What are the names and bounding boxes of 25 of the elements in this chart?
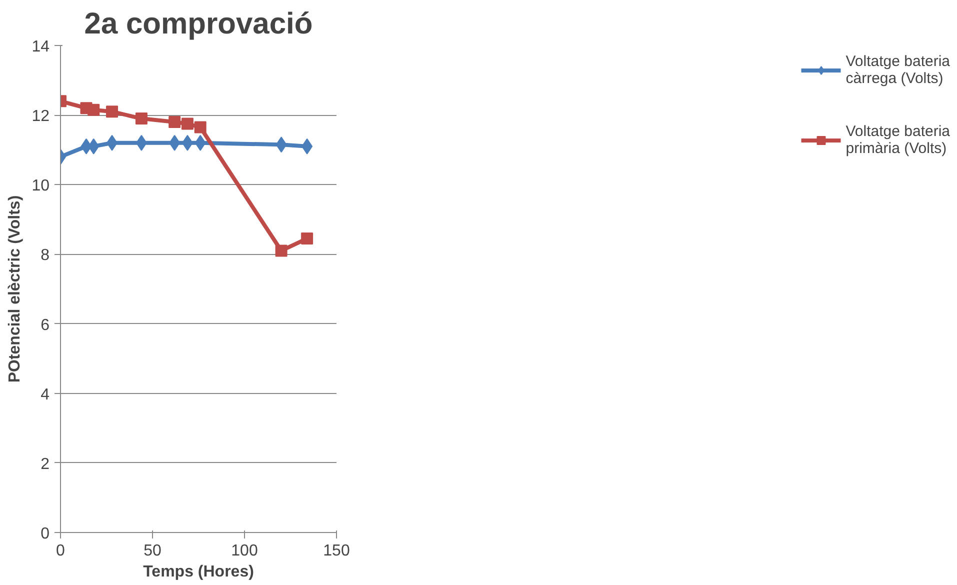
x-tick-label: 150 [323, 542, 350, 560]
y-tick-label: 0 [40, 526, 50, 542]
y-tick-label: 8 [40, 247, 50, 264]
point [181, 118, 194, 130]
x-axis-title: Temps (Hores) [143, 564, 254, 580]
x-tick-label: 0 [56, 542, 66, 560]
y-tick-label: 4 [40, 386, 50, 404]
y-tick-label: 10 [32, 178, 50, 195]
legend-label: Voltatge bateria primària (Volts) [846, 122, 950, 159]
point [168, 116, 181, 128]
point [135, 112, 148, 125]
point [194, 121, 206, 134]
point [301, 232, 314, 245]
point [106, 106, 118, 118]
legend-label: Voltatge bateria càrrega (Volts) [846, 52, 950, 89]
y-tick-label: 6 [40, 316, 50, 334]
y-axis-title: POtencial elèctric (Volts) [6, 195, 24, 383]
point [275, 244, 288, 257]
y-tick-label: 12 [32, 108, 50, 126]
point [88, 104, 100, 116]
chart-title: 2a comprovació [84, 8, 313, 40]
x-tick-label: 100 [231, 542, 258, 560]
x-tick-label: 50 [144, 542, 162, 560]
y-tick-label: 2 [40, 456, 50, 473]
y-tick-label: 14 [32, 38, 50, 56]
